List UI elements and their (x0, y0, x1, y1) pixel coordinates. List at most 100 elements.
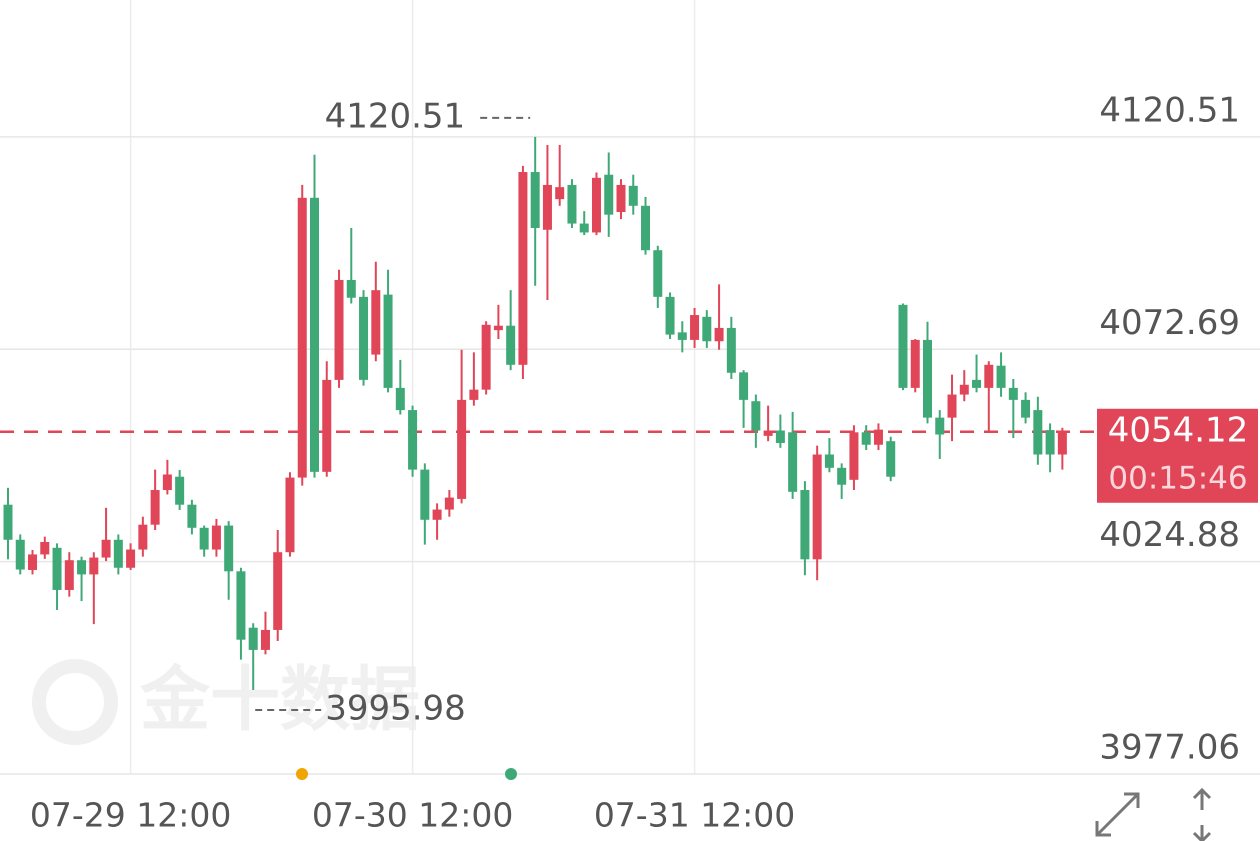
candle-body (64, 560, 74, 590)
candle-body (211, 525, 221, 550)
candle-body (910, 339, 920, 388)
candle-body (273, 552, 283, 630)
candle-body (28, 554, 38, 570)
candle-body (1057, 431, 1067, 455)
candle-body (579, 223, 589, 233)
candle-body (334, 279, 344, 380)
candle-body (1008, 387, 1018, 400)
candle-body (714, 327, 724, 342)
candle-body (175, 476, 185, 505)
candle-body (898, 304, 908, 388)
candle-body (481, 324, 491, 390)
candle-body (653, 250, 663, 297)
candle-body (138, 524, 148, 550)
candle-body (162, 474, 172, 491)
candle-body (346, 279, 356, 298)
candle-body (641, 205, 651, 251)
candle-body (15, 539, 25, 570)
candle-body (751, 401, 761, 431)
candle-body (923, 339, 932, 418)
candle-body (555, 187, 565, 200)
candle-body (444, 497, 454, 510)
y-tick-label: 4072.69 (1099, 303, 1240, 343)
candle-body (187, 504, 197, 528)
candle-body (690, 315, 700, 340)
candle-body (726, 327, 736, 373)
candle-body (886, 441, 896, 477)
candle-body (984, 364, 994, 388)
max-label: 4120.51 (325, 96, 466, 136)
candle-body (150, 490, 160, 525)
price-box (1097, 408, 1258, 503)
candle-body (113, 539, 123, 568)
candle-body (420, 469, 430, 520)
y-tick-label: 3977.06 (1099, 728, 1240, 768)
candle-body (469, 389, 479, 400)
countdown-label: 00:15:46 (1108, 460, 1247, 496)
candle-body (1033, 410, 1043, 455)
candle-body (285, 477, 295, 553)
candle-body (408, 410, 418, 470)
candle-body (873, 429, 883, 445)
candle-body (506, 325, 516, 365)
fullscreen-icon[interactable] (1095, 787, 1212, 841)
watermark-text: 金十数据 (139, 660, 420, 738)
candle-body (665, 296, 675, 335)
min-label: 3995.98 (325, 688, 466, 728)
candle-body (775, 430, 785, 443)
candle-body (604, 174, 614, 215)
candle-body (947, 394, 957, 418)
x-tick-label: 07-31 12:00 (594, 796, 795, 835)
event-marker[interactable] (296, 768, 308, 780)
candle-body (861, 432, 871, 445)
candle-body (248, 627, 258, 650)
candle-body (567, 184, 577, 224)
candle-body (628, 185, 638, 206)
candle-body (739, 372, 749, 400)
candle-body (1045, 430, 1055, 455)
candle-body (542, 184, 552, 230)
candle-body (591, 177, 601, 233)
candle-body (493, 325, 503, 331)
candle-body (432, 509, 442, 520)
candle-body (800, 490, 810, 560)
candle-body (616, 184, 626, 213)
candle-body (824, 454, 834, 468)
candle-body (1021, 399, 1031, 418)
candle-body (89, 557, 99, 575)
candle-body (959, 384, 969, 395)
candle-body (260, 629, 270, 650)
candle-body (518, 172, 528, 365)
candle-body (788, 432, 798, 492)
candle-body (371, 290, 381, 355)
candle-body (530, 172, 540, 229)
candle-body (837, 467, 847, 485)
candle-body (236, 571, 246, 640)
candle-body (224, 525, 234, 572)
candle-body (996, 365, 1006, 388)
watermark-logo (32, 659, 118, 745)
current-price-label: 4054.12 (1108, 410, 1249, 450)
candle-body (972, 379, 982, 388)
candle-body (101, 539, 111, 558)
candle-body (702, 316, 712, 342)
y-tick-label: 4024.88 (1099, 515, 1240, 555)
candle-body (310, 197, 319, 472)
candle-body (812, 454, 822, 560)
event-marker[interactable] (505, 768, 517, 780)
candle-body (395, 387, 405, 411)
candle-body (199, 527, 209, 550)
candle-body (457, 399, 467, 499)
watermark: 金十数据 (32, 659, 420, 745)
candle-body (40, 541, 50, 555)
candle-body (677, 332, 687, 340)
candle-body (322, 379, 332, 472)
x-tick-label: 07-30 12:00 (312, 796, 513, 835)
candle-body (935, 417, 945, 435)
candle-body (763, 430, 773, 436)
candle-body (3, 504, 13, 540)
candle-body (359, 296, 369, 380)
candle-body (849, 432, 859, 480)
candle-body (52, 547, 62, 590)
